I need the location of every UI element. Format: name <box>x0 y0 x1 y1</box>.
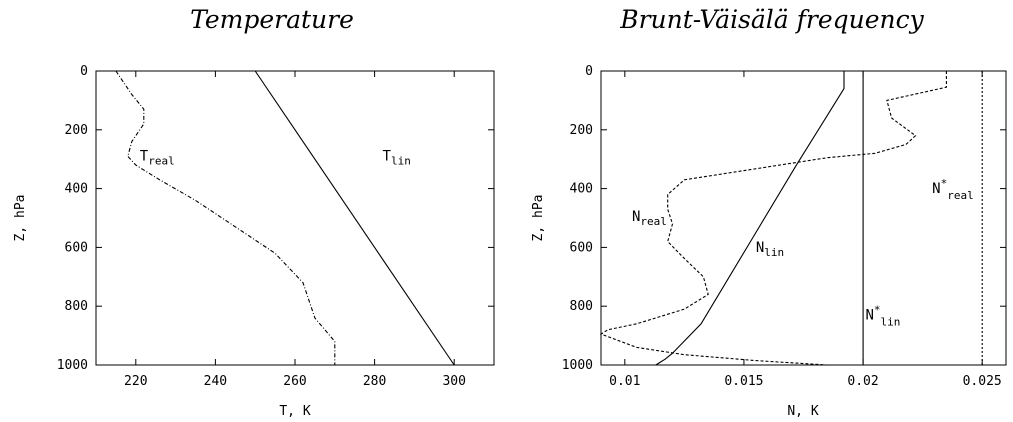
brunt-vaisala-axes: 0 200 400 600 800 1000 0.01 0.015 0.02 0.025 <box>562 64 1006 389</box>
temperature-ytick-label: 800 <box>65 299 88 314</box>
temperature-ytick-label: 200 <box>65 123 88 138</box>
brunt-vaisala-ytick-label: 1000 <box>562 358 593 373</box>
plot-frame-temperature <box>95 70 495 366</box>
plot-frame-brunt-vaisala <box>600 70 1007 366</box>
temperature-annotation: Treal <box>140 149 175 168</box>
temperature-series-t-real <box>115 70 336 365</box>
temperature-ytick-label: 400 <box>65 182 88 197</box>
brunt-vaisala-ytick-label: 0 <box>585 64 593 79</box>
y-axis-label-brunt-vaisala: Z, hPa <box>531 195 546 242</box>
chart-title-temperature: Temperature <box>190 5 354 34</box>
temperature-xtick-label: 280 <box>363 374 386 389</box>
brunt-vaisala-series-n-lin <box>655 71 845 366</box>
temperature-xtick-label: 240 <box>204 374 227 389</box>
brunt-vaisala-xtick-label: 0.02 <box>847 374 878 389</box>
brunt-vaisala-xtick-label: 0.015 <box>724 374 763 389</box>
temperature-xtick-label: 220 <box>124 374 147 389</box>
temperature-ytick-label: 600 <box>65 240 88 255</box>
y-axis-label-temperature: Z, hPa <box>13 195 28 242</box>
temperature-axes: 0 200 400 600 800 1000 220 240 260 280 300 <box>57 64 494 389</box>
temperature-xtick-label: 260 <box>283 374 306 389</box>
brunt-vaisala-annotation: Nlin <box>756 240 784 259</box>
brunt-vaisala-xtick-label: 0.01 <box>609 374 640 389</box>
brunt-vaisala-annotations: Nreal Nlin N*lin N*real <box>632 177 974 328</box>
temperature-ytick-label: 1000 <box>57 358 88 373</box>
x-axis-label-temperature: T, K <box>279 404 310 419</box>
temperature-annotations: Treal Tlin <box>140 149 411 168</box>
temperature-chart: Temperature 0 200 400 600 800 1000 220 240 260 28… <box>13 5 495 419</box>
brunt-vaisala-series-n-real <box>599 71 947 366</box>
x-axis-label-brunt-vaisala: N, K <box>787 404 818 419</box>
brunt-vaisala-annotation: N*real <box>932 177 974 202</box>
brunt-vaisala-annotation: N*lin <box>865 303 900 328</box>
brunt-vaisala-series <box>599 71 983 366</box>
temperature-ytick-label: 0 <box>80 64 88 79</box>
temperature-xtick-label: 300 <box>442 374 465 389</box>
brunt-vaisala-ytick-label: 600 <box>570 240 593 255</box>
temperature-series-t-lin <box>254 70 455 366</box>
brunt-vaisala-xtick-label: 0.025 <box>963 374 1002 389</box>
brunt-vaisala-annotation: Nreal <box>632 209 667 228</box>
brunt-vaisala-ytick-label: 400 <box>570 182 593 197</box>
brunt-vaisala-chart: Brunt-Väisälä frequency 0 200 400 600 800 100… <box>531 5 1007 419</box>
brunt-vaisala-ytick-label: 800 <box>570 299 593 314</box>
temperature-series <box>115 70 455 366</box>
chart-title-brunt-vaisala: Brunt-Väisälä frequency <box>619 5 924 34</box>
temperature-annotation: Tlin <box>383 149 411 168</box>
brunt-vaisala-ytick-label: 200 <box>570 123 593 138</box>
